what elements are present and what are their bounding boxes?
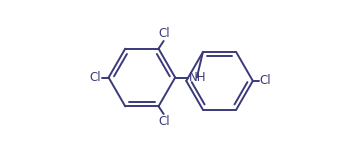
Text: Cl: Cl xyxy=(260,74,272,87)
Text: Cl: Cl xyxy=(158,115,170,128)
Text: Cl: Cl xyxy=(90,71,102,84)
Text: NH: NH xyxy=(189,71,206,84)
Text: Cl: Cl xyxy=(158,27,170,40)
